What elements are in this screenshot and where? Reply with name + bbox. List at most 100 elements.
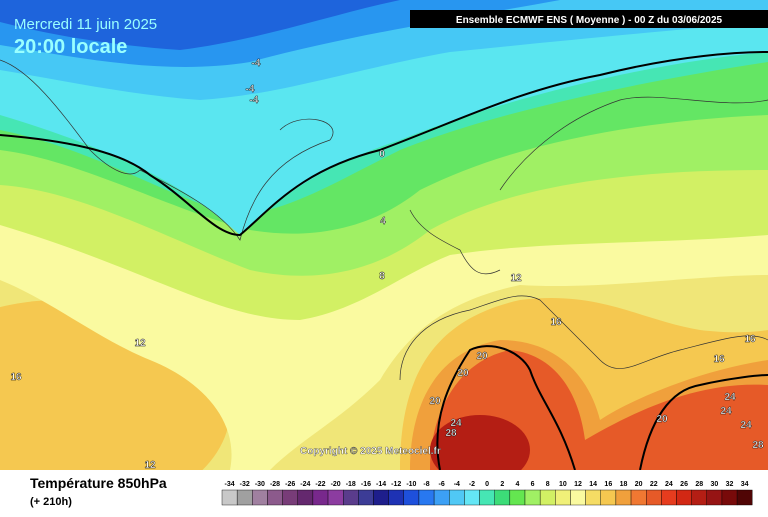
legend-swatch — [494, 489, 511, 506]
footer-title: Température 850hPa — [30, 475, 167, 491]
contour-label: 4 — [380, 216, 386, 227]
contour-label: 20 — [476, 351, 488, 362]
legend-swatch — [358, 489, 374, 506]
legend-swatch — [252, 489, 268, 506]
legend-label: -26 — [285, 481, 295, 488]
model: Ensemble ECMWF ENS ( Moyenne ) - 00 Z du… — [456, 15, 723, 26]
legend-label: -32 — [240, 481, 250, 488]
legend-swatch — [479, 489, 495, 506]
contour-label: 12 — [510, 273, 522, 284]
legend-label: 26 — [680, 481, 688, 488]
legend-swatch — [343, 489, 359, 506]
legend-label: 34 — [741, 481, 749, 488]
legend-swatch — [449, 489, 465, 506]
hot-area — [430, 415, 530, 485]
legend-label: -34 — [225, 481, 235, 488]
legend-swatch — [600, 489, 617, 506]
contour-label: 16 — [550, 317, 562, 328]
legend-swatch — [570, 489, 586, 506]
contour-label: 16 — [713, 354, 725, 365]
coastlines — [0, 59, 768, 381]
contour-label: 12 — [134, 338, 146, 349]
legend-swatch — [236, 489, 253, 506]
contour-label: 12 — [144, 460, 156, 471]
legend-label: 28 — [695, 481, 703, 488]
legend-label: 24 — [665, 481, 673, 488]
legend-swatch — [464, 489, 480, 506]
legend-label: -24 — [300, 481, 310, 488]
contour-label: 20 — [656, 414, 668, 425]
legend-swatch — [297, 489, 314, 506]
legend-label: -22 — [315, 481, 325, 488]
contour-label: 0 — [379, 149, 385, 160]
legend-swatch — [221, 489, 238, 506]
legend-swatch — [312, 489, 329, 506]
time: 20:00 locale — [14, 36, 127, 58]
legend-swatch — [388, 489, 404, 506]
legend-label: -14 — [376, 481, 386, 488]
contour-label: 16 — [744, 334, 756, 345]
legend-label: 18 — [620, 481, 628, 488]
legend-swatch — [539, 489, 556, 506]
legend-label: -16 — [361, 481, 371, 488]
legend-label: 14 — [589, 481, 597, 488]
contour-label: -4 — [252, 58, 261, 69]
contour-label: -4 — [250, 95, 259, 106]
legend-label: 2 — [500, 481, 504, 488]
contour-label: 28 — [445, 428, 457, 439]
legend-swatch — [418, 489, 435, 506]
contour-label: 8 — [379, 271, 385, 282]
legend-label: 8 — [546, 481, 550, 488]
legend-label: 16 — [604, 481, 612, 488]
contour-label: 24 — [450, 418, 462, 429]
legend-label: 22 — [650, 481, 658, 488]
legend-label: 10 — [559, 481, 567, 488]
legend-swatch — [615, 489, 632, 506]
contour-label: 24 — [724, 392, 736, 403]
contour-labels: -4-4-40481212161616202020242816202424242… — [10, 58, 764, 471]
legend-swatch — [630, 489, 647, 506]
footer-lead: (+ 210h) — [30, 496, 72, 508]
legend-swatch — [524, 489, 541, 506]
legend: -34 -32 -30 -28 -26 -24 -22 -20 -18 -16 -14 -12 -10-… — [221, 481, 753, 506]
contour-label: 24 — [720, 406, 732, 417]
contour-label: -4 — [246, 84, 255, 95]
legend-swatch — [736, 489, 753, 506]
legend-label: -6 — [439, 481, 445, 488]
legend-swatch — [691, 489, 708, 506]
contour-label: 28 — [752, 440, 764, 451]
contour-label: 20 — [457, 368, 469, 379]
contour-label: 20 — [429, 396, 441, 407]
band — [0, 0, 400, 50]
legend-label: -18 — [346, 481, 356, 488]
legend-label: -2 — [469, 481, 475, 488]
legend-label: 20 — [635, 481, 643, 488]
legend-swatch — [555, 489, 571, 506]
legend-swatch — [433, 489, 450, 506]
contour-label: 16 — [10, 372, 22, 383]
contour-label: 24 — [740, 420, 752, 431]
legend-label: -20 — [331, 481, 341, 488]
legend-swatch — [403, 489, 420, 506]
legend-label: 4 — [515, 481, 519, 488]
legend-label: -28 — [270, 481, 280, 488]
legend-label: -12 — [391, 481, 401, 488]
legend-swatch — [267, 489, 283, 506]
legend-label: -4 — [454, 481, 460, 488]
copyright: Copyright © 2025 Meteociel.fr — [300, 446, 441, 457]
legend-label: 32 — [726, 481, 734, 488]
legend-swatch — [585, 489, 601, 506]
contour-lines — [0, 51, 768, 471]
date: Mercredi 11 juin 2025 — [14, 16, 157, 33]
legend-label: -8 — [423, 481, 429, 488]
legend-label: 30 — [710, 481, 718, 488]
legend-label: 6 — [531, 481, 535, 488]
legend-swatch — [646, 489, 662, 506]
legend-swatch — [282, 489, 298, 506]
legend-label: -10 — [406, 481, 416, 488]
legend-swatch — [509, 489, 526, 506]
model-box — [410, 10, 768, 28]
legend-swatch — [373, 489, 389, 506]
legend-swatch — [661, 489, 677, 506]
